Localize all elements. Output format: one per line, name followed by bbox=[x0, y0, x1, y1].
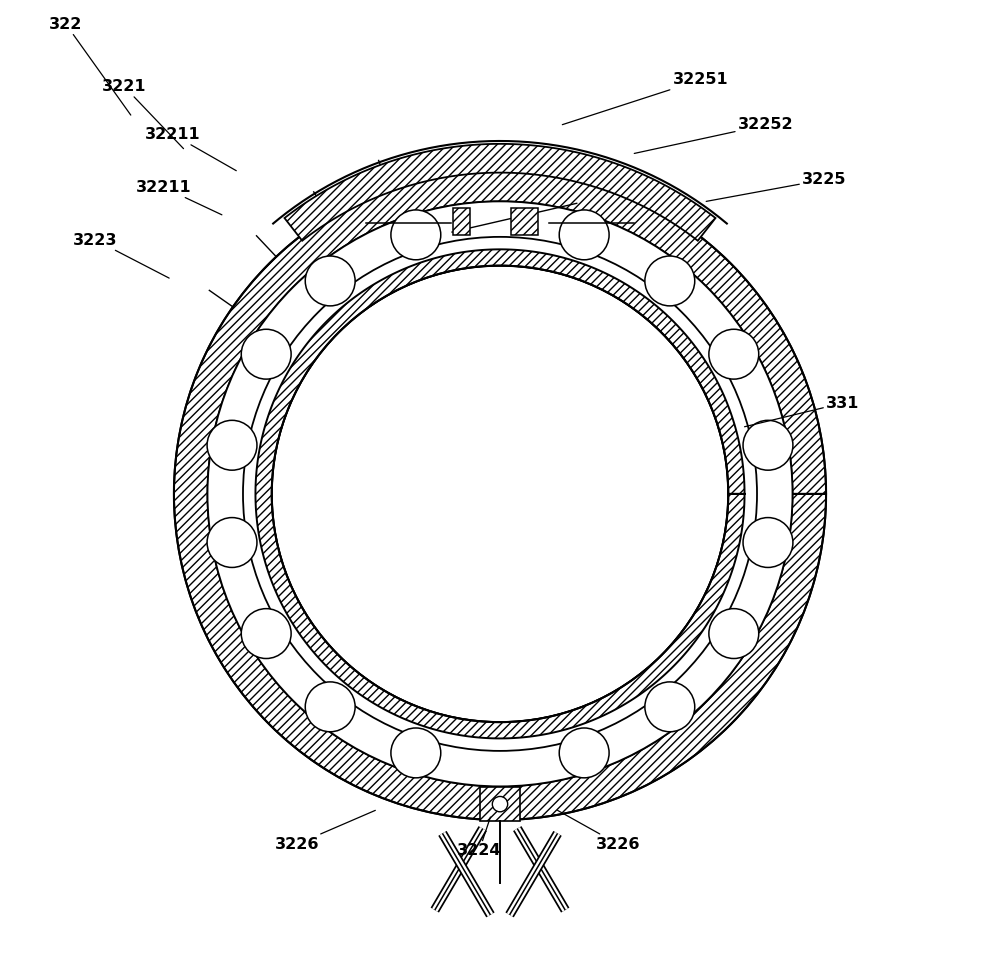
Text: 32211: 32211 bbox=[145, 127, 236, 171]
Circle shape bbox=[305, 256, 355, 306]
Polygon shape bbox=[174, 168, 826, 820]
Bar bbox=[511, 208, 538, 235]
Circle shape bbox=[207, 420, 257, 470]
Circle shape bbox=[391, 210, 441, 260]
Circle shape bbox=[207, 518, 257, 568]
Text: 3226: 3226 bbox=[275, 810, 375, 852]
Circle shape bbox=[492, 796, 508, 811]
Text: 331: 331 bbox=[745, 395, 859, 427]
Circle shape bbox=[272, 266, 728, 722]
Circle shape bbox=[559, 728, 609, 778]
Text: 3223: 3223 bbox=[73, 232, 169, 278]
Circle shape bbox=[559, 210, 609, 260]
Text: 322: 322 bbox=[49, 16, 131, 115]
Circle shape bbox=[743, 518, 793, 568]
Circle shape bbox=[743, 420, 793, 470]
Circle shape bbox=[241, 609, 291, 659]
Polygon shape bbox=[255, 249, 745, 738]
Polygon shape bbox=[208, 201, 792, 786]
Text: 32251: 32251 bbox=[562, 72, 728, 125]
Circle shape bbox=[241, 329, 291, 379]
Bar bbox=[480, 787, 520, 821]
Text: 3224: 3224 bbox=[457, 817, 501, 858]
Text: 3221: 3221 bbox=[102, 79, 184, 149]
Circle shape bbox=[709, 609, 759, 659]
Circle shape bbox=[645, 256, 695, 306]
Text: 32252: 32252 bbox=[634, 117, 793, 153]
Polygon shape bbox=[284, 144, 716, 241]
Circle shape bbox=[305, 682, 355, 732]
Circle shape bbox=[709, 329, 759, 379]
Circle shape bbox=[391, 728, 441, 778]
Text: 3226: 3226 bbox=[558, 810, 640, 852]
Text: 32211: 32211 bbox=[136, 179, 222, 215]
Circle shape bbox=[645, 682, 695, 732]
Text: 3225: 3225 bbox=[706, 172, 847, 201]
Bar bbox=[453, 208, 470, 235]
